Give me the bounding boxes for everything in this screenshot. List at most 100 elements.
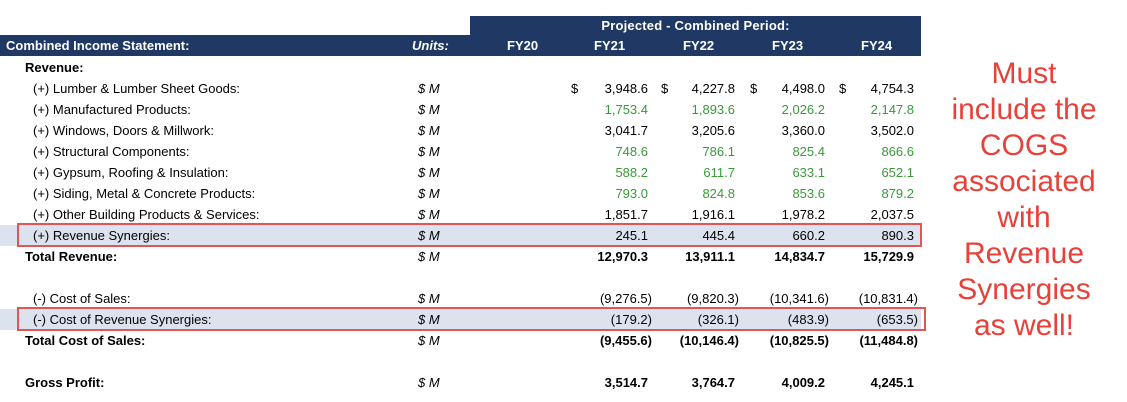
value-fy24: 4,245.1 [870, 375, 914, 390]
row-label: (+) Other Building Products & Services: [33, 207, 260, 222]
row-unit: $ M [418, 207, 440, 222]
annotation-line: COGS [979, 129, 1069, 162]
column-header-band [0, 35, 921, 56]
total-cost-of-sales-row: Total Cost of Sales: $ M (9,455.6) (10,1… [0, 330, 921, 351]
currency-symbol: $ [661, 81, 669, 96]
value-fy23: 1,978.2 [781, 207, 825, 222]
table-row: (+) Siding, Metal & Concrete Products: $… [0, 183, 921, 204]
value-fy21: (9,455.6) [599, 333, 652, 348]
table-row: (-) Cost of Sales: $ M (9,276.5) (9,820.… [0, 288, 921, 309]
row-label: Gross Profit: [25, 375, 105, 390]
value-fy24: 866.6 [881, 144, 914, 159]
row-label: (+) Windows, Doors & Millwork: [33, 123, 214, 138]
value-fy22: (9,820.3) [686, 291, 739, 306]
value-fy21: 1,851.7 [604, 207, 648, 222]
value-fy21: (179.2) [610, 312, 652, 327]
value-fy24: (10,831.4) [858, 291, 918, 306]
row-unit: $ M [418, 144, 440, 159]
cost-of-revenue-synergies-row: (-) Cost of Revenue Synergies: $ M (179.… [0, 309, 921, 330]
year-header-fy22: FY22 [683, 38, 715, 53]
table-row: (+) Gypsum, Roofing & Insulation: $ M 58… [0, 162, 921, 183]
value-fy23: 4,498.0 [781, 81, 825, 96]
value-fy21: 3,514.7 [604, 375, 648, 390]
table-row: (+) Structural Components: $ M 748.6 786… [0, 141, 921, 162]
value-fy21: 748.6 [615, 144, 648, 159]
annotation-line: with [997, 201, 1051, 234]
value-fy22: 824.8 [702, 186, 735, 201]
annotation-line: associated [952, 165, 1096, 198]
value-fy24: 4,754.3 [870, 81, 914, 96]
value-fy21: 245.1 [615, 228, 648, 243]
value-fy22: (10,146.4) [679, 333, 739, 348]
row-unit: $ M [418, 228, 440, 243]
value-fy24: 15,729.9 [863, 249, 914, 264]
value-fy23: 633.1 [792, 165, 825, 180]
row-label: (+) Revenue Synergies: [33, 228, 170, 243]
row-label: (+) Structural Components: [33, 144, 190, 159]
value-fy21: 793.0 [615, 186, 648, 201]
row-label: Total Cost of Sales: [25, 333, 146, 348]
row-label: (+) Manufactured Products: [33, 102, 191, 117]
table-row: (+) Windows, Doors & Millwork: $ M 3,041… [0, 120, 921, 141]
annotation-line: Must [991, 57, 1057, 90]
value-fy23: 14,834.7 [774, 249, 825, 264]
value-fy21: 1,753.4 [604, 102, 648, 117]
row-unit: $ M [418, 123, 440, 138]
year-header-fy24: FY24 [861, 38, 893, 53]
row-unit: $ M [418, 291, 440, 306]
value-fy21: 3,948.6 [604, 81, 648, 96]
value-fy23: (10,825.5) [769, 333, 829, 348]
total-revenue-row: Total Revenue: $ M 12,970.3 13,911.1 14,… [0, 246, 921, 267]
row-label: Total Revenue: [25, 249, 118, 264]
currency-symbol: $ [750, 81, 758, 96]
value-fy23: 853.6 [792, 186, 825, 201]
annotation-line: as well! [973, 309, 1075, 342]
projected-header-band [470, 16, 921, 35]
value-fy24: (653.5) [876, 312, 918, 327]
value-fy22: 445.4 [702, 228, 735, 243]
table-row: (+) Lumber & Lumber Sheet Goods: $ M $ 3… [0, 78, 921, 99]
units-header: Units: [412, 38, 449, 53]
value-fy23: (10,341.6) [769, 291, 829, 306]
value-fy22: (326.1) [697, 312, 739, 327]
statement-title: Combined Income Statement: [6, 38, 190, 53]
row-unit: $ M [418, 81, 440, 96]
row-unit: $ M [418, 186, 440, 201]
currency-symbol: $ [839, 81, 847, 96]
row-unit: $ M [418, 375, 440, 390]
value-fy23: (483.9) [787, 312, 829, 327]
revenue-section-row: Revenue: [0, 57, 921, 78]
value-fy24: (11,484.8) [859, 333, 918, 348]
annotation-line: Revenue [963, 237, 1085, 270]
projected-period-label: Projected - Combined Period: [601, 18, 790, 33]
row-label: (-) Cost of Sales: [33, 291, 131, 306]
value-fy23: 4,009.2 [781, 375, 825, 390]
cogs-annotation: Must include the COGS associated with Re… [940, 56, 1108, 344]
value-fy24: 879.2 [881, 186, 914, 201]
value-fy24: 2,147.8 [870, 102, 914, 117]
currency-symbol: $ [571, 81, 579, 96]
value-fy21: (9,276.5) [599, 291, 652, 306]
table-row: (+) Manufactured Products: $ M 1,753.4 1… [0, 99, 921, 120]
row-label: (-) Cost of Revenue Synergies: [33, 312, 212, 327]
value-fy24: 2,037.5 [870, 207, 914, 222]
value-fy24: 890.3 [881, 228, 914, 243]
value-fy21: 588.2 [615, 165, 648, 180]
revenue-synergies-row: (+) Revenue Synergies: $ M 245.1 445.4 6… [0, 225, 921, 246]
value-fy22: 13,911.1 [685, 249, 735, 264]
row-label: (+) Gypsum, Roofing & Insulation: [33, 165, 229, 180]
row-unit: $ M [418, 333, 440, 348]
value-fy23: 3,360.0 [781, 123, 825, 138]
row-unit: $ M [418, 165, 440, 180]
year-header-fy21: FY21 [594, 38, 626, 53]
revenue-synergies-highlight [17, 223, 922, 247]
value-fy22: 786.1 [702, 144, 735, 159]
value-fy24: 3,502.0 [870, 123, 914, 138]
annotation-line: include the [951, 93, 1097, 126]
value-fy22: 1,916.1 [691, 207, 735, 222]
value-fy23: 2,026.2 [781, 102, 825, 117]
row-unit: $ M [418, 312, 440, 327]
annotation-line: Synergies [957, 273, 1091, 306]
value-fy23: 660.2 [792, 228, 825, 243]
value-fy21: 12,970.3 [597, 249, 648, 264]
